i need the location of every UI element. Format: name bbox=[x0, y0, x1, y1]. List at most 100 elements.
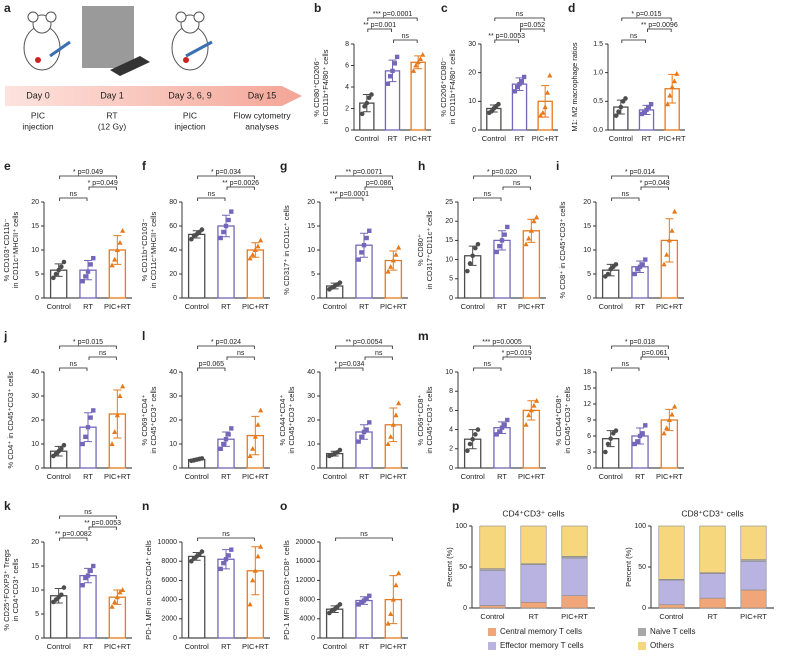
data-point bbox=[364, 235, 369, 241]
y-tick-label: 10 bbox=[31, 247, 39, 254]
data-point bbox=[80, 279, 85, 284]
data-point bbox=[199, 549, 205, 554]
y-axis-label: in CD317⁺CD11c⁺ cells bbox=[425, 210, 434, 289]
data-point bbox=[109, 441, 115, 446]
significance-bracket bbox=[611, 345, 669, 349]
bar-segment bbox=[699, 573, 726, 599]
y-tick-label: 4 bbox=[449, 426, 453, 433]
y-axis-label: % CD44⁺CD4⁺ bbox=[278, 395, 287, 446]
significance-label: * p=0.014 bbox=[625, 169, 655, 176]
y-tick-label: 0 bbox=[311, 635, 315, 642]
x-tick-label: RT bbox=[635, 472, 645, 481]
bar-segment bbox=[520, 601, 547, 609]
x-tick-label: PIC+RT bbox=[659, 134, 686, 143]
data-point bbox=[109, 262, 115, 268]
x-tick-label: RT bbox=[515, 134, 525, 143]
y-tick-label: 40 bbox=[307, 369, 315, 376]
data-point bbox=[59, 446, 64, 452]
significance-label: ns bbox=[375, 350, 383, 357]
bar-segment bbox=[740, 560, 767, 591]
data-point bbox=[667, 92, 673, 98]
y-tick-label: 25 bbox=[445, 199, 453, 206]
x-tick-label: Control bbox=[480, 612, 505, 621]
data-point bbox=[112, 599, 118, 604]
data-point bbox=[413, 62, 419, 68]
y-axis-label: in CD45⁺CD3⁺ cells bbox=[425, 386, 434, 453]
data-point bbox=[80, 583, 85, 588]
data-point bbox=[199, 227, 205, 232]
y-tick-label: 40 bbox=[31, 369, 39, 376]
y-tick-label: 4 bbox=[345, 84, 349, 91]
significance-label: ** p=0.0071 bbox=[346, 169, 383, 176]
x-tick-label: RT bbox=[83, 302, 93, 311]
data-point bbox=[364, 100, 370, 106]
x-tick-label: Control bbox=[482, 134, 507, 143]
data-point bbox=[641, 110, 647, 115]
data-point bbox=[526, 412, 532, 418]
y-tick-label: 0 bbox=[642, 605, 646, 612]
y-axis-label: PD-1 MFI on CD3⁺CD8⁺ cells bbox=[282, 540, 291, 640]
significance-bracket bbox=[197, 367, 226, 371]
data-point bbox=[388, 264, 394, 269]
data-point bbox=[252, 434, 258, 439]
data-point bbox=[390, 257, 396, 263]
data-point bbox=[247, 601, 253, 607]
significance-label: ** p=0.0026 bbox=[222, 180, 259, 187]
significance-label: ns bbox=[622, 361, 630, 368]
data-point bbox=[547, 72, 553, 78]
data-point bbox=[613, 428, 619, 433]
x-tick-label: RT bbox=[497, 302, 507, 311]
x-tick-label: Control bbox=[599, 472, 624, 481]
data-point bbox=[91, 408, 96, 413]
significance-label: * p=0.034 bbox=[334, 361, 364, 368]
data-point bbox=[394, 54, 400, 60]
data-point bbox=[396, 244, 402, 250]
data-point bbox=[218, 566, 223, 572]
data-point bbox=[415, 59, 421, 65]
data-point bbox=[229, 547, 234, 552]
x-tick-label: PIC+RT bbox=[104, 302, 131, 311]
data-point bbox=[117, 393, 123, 398]
x-tick-label: Control bbox=[47, 472, 72, 481]
y-tick-label: 20 bbox=[307, 417, 315, 424]
y-tick-label: 5 bbox=[311, 271, 315, 278]
data-point bbox=[666, 417, 672, 422]
data-point bbox=[356, 602, 361, 607]
data-point bbox=[605, 271, 611, 277]
data-point bbox=[359, 599, 364, 605]
y-tick-label: 30 bbox=[169, 393, 177, 400]
data-point bbox=[226, 432, 231, 437]
y-tick-label: 0 bbox=[173, 635, 177, 642]
facet-title: CD8⁺CD3⁺ cells bbox=[681, 508, 743, 518]
data-point bbox=[367, 420, 372, 425]
significance-bracket bbox=[88, 356, 117, 360]
x-tick-label: RT bbox=[497, 472, 507, 481]
y-axis-label: Percent (%) bbox=[445, 547, 454, 587]
data-point bbox=[258, 237, 264, 243]
significance-bracket bbox=[59, 197, 88, 201]
significance-label: * p=0.024 bbox=[211, 339, 241, 346]
data-point bbox=[637, 264, 643, 269]
data-point bbox=[531, 218, 537, 224]
significance-label: p=0.052 bbox=[520, 22, 546, 29]
data-point bbox=[255, 553, 261, 559]
significance-bracket bbox=[226, 186, 255, 190]
significance-bracket bbox=[502, 356, 531, 360]
x-tick-label: Control bbox=[461, 302, 486, 311]
data-point bbox=[61, 585, 67, 590]
data-point bbox=[61, 259, 67, 265]
x-tick-label: RT bbox=[635, 302, 645, 311]
data-point bbox=[387, 74, 393, 79]
data-point bbox=[385, 441, 391, 446]
data-point bbox=[218, 446, 223, 451]
data-point bbox=[112, 256, 118, 262]
day-label: Day 0 bbox=[26, 90, 50, 100]
data-point bbox=[364, 427, 369, 432]
data-point bbox=[664, 425, 670, 430]
y-tick-label: 0 bbox=[345, 127, 349, 134]
y-tick-label: 1.0 bbox=[593, 70, 603, 77]
data-point bbox=[250, 577, 256, 583]
significance-bracket bbox=[611, 197, 640, 201]
y-tick-label: 5 bbox=[35, 611, 39, 618]
